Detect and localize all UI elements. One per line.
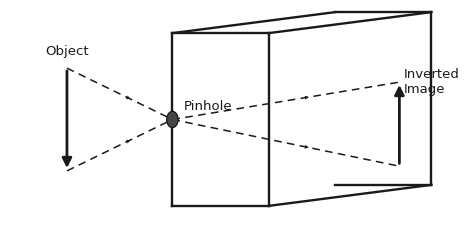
Text: Inverted
Image: Inverted Image (404, 68, 460, 96)
Text: Pinhole: Pinhole (184, 100, 233, 113)
Text: Object: Object (45, 45, 89, 58)
Ellipse shape (167, 111, 178, 128)
